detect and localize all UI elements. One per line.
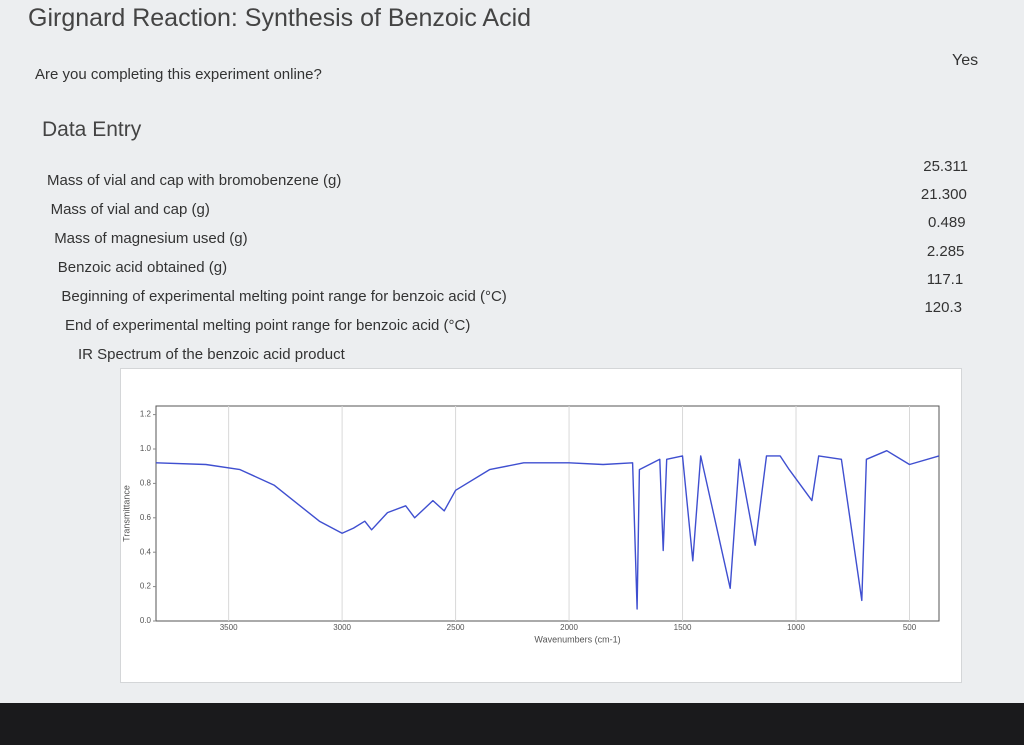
y-tick-label: 0.4 bbox=[140, 547, 152, 556]
row-value[interactable]: 117.1 bbox=[926, 270, 964, 288]
x-axis-label: Wavenumbers (cm-1) bbox=[534, 634, 620, 644]
row-value[interactable]: 120.3 bbox=[924, 299, 962, 316]
row-label: Benzoic acid obtained (g) bbox=[57, 258, 228, 276]
row-value[interactable]: 0.489 bbox=[928, 214, 966, 232]
page-title: Girgnard Reaction: Synthesis of Benzoic … bbox=[28, 4, 532, 32]
y-tick-label: 0.0 bbox=[140, 616, 152, 625]
chart: 3500 3000 2500 2000 1500 1000 500 0.0 0.2 0.4 0.6 0… bbox=[121, 405, 940, 644]
row-label: Beginning of experimental melting point … bbox=[61, 287, 507, 305]
caption: IR Spectrum of the benzoic acid product bbox=[78, 346, 345, 363]
row-label: End of experimental melting point range … bbox=[65, 316, 471, 334]
x-tick-label: 1500 bbox=[674, 623, 692, 632]
x-tick-label: 2000 bbox=[560, 623, 578, 632]
y-tick-label: 1.2 bbox=[140, 410, 152, 419]
row-value[interactable]: 2.285 bbox=[926, 242, 965, 260]
y-tick-label: 1.0 bbox=[140, 444, 152, 453]
row-value[interactable]: 21.300 bbox=[920, 186, 967, 204]
x-tick-label: 500 bbox=[903, 623, 917, 632]
laptop-bezel bbox=[0, 703, 1024, 745]
question: Are you completing this experiment onlin… bbox=[35, 66, 322, 83]
y-tick-label: 0.8 bbox=[140, 479, 152, 488]
section-title: Data Entry bbox=[42, 118, 142, 141]
answer[interactable]: Yes bbox=[952, 52, 979, 69]
row-value[interactable]: 25.311 bbox=[923, 158, 968, 175]
row-label: Mass of magnesium used (g) bbox=[54, 229, 248, 247]
plot-frame bbox=[155, 405, 940, 622]
spectrum-line bbox=[155, 450, 940, 610]
x-tick-label: 2500 bbox=[447, 623, 465, 632]
x-tick-label: 3000 bbox=[333, 623, 351, 632]
y-tick-label: 0.2 bbox=[140, 582, 152, 591]
row-label: Mass of vial and cap with bromobenzene (… bbox=[47, 172, 342, 189]
x-tick-label: 3500 bbox=[220, 623, 238, 632]
row-label: Mass of vial and cap (g) bbox=[50, 200, 210, 218]
y-tick-label: 0.6 bbox=[140, 513, 152, 522]
chart-box: 3500 3000 2500 2000 1500 1000 500 0.0 0.2 0.4 0.6 0… bbox=[120, 368, 962, 683]
y-axis-label: Transmittance bbox=[121, 485, 131, 542]
x-tick-label: 1000 bbox=[787, 623, 805, 632]
